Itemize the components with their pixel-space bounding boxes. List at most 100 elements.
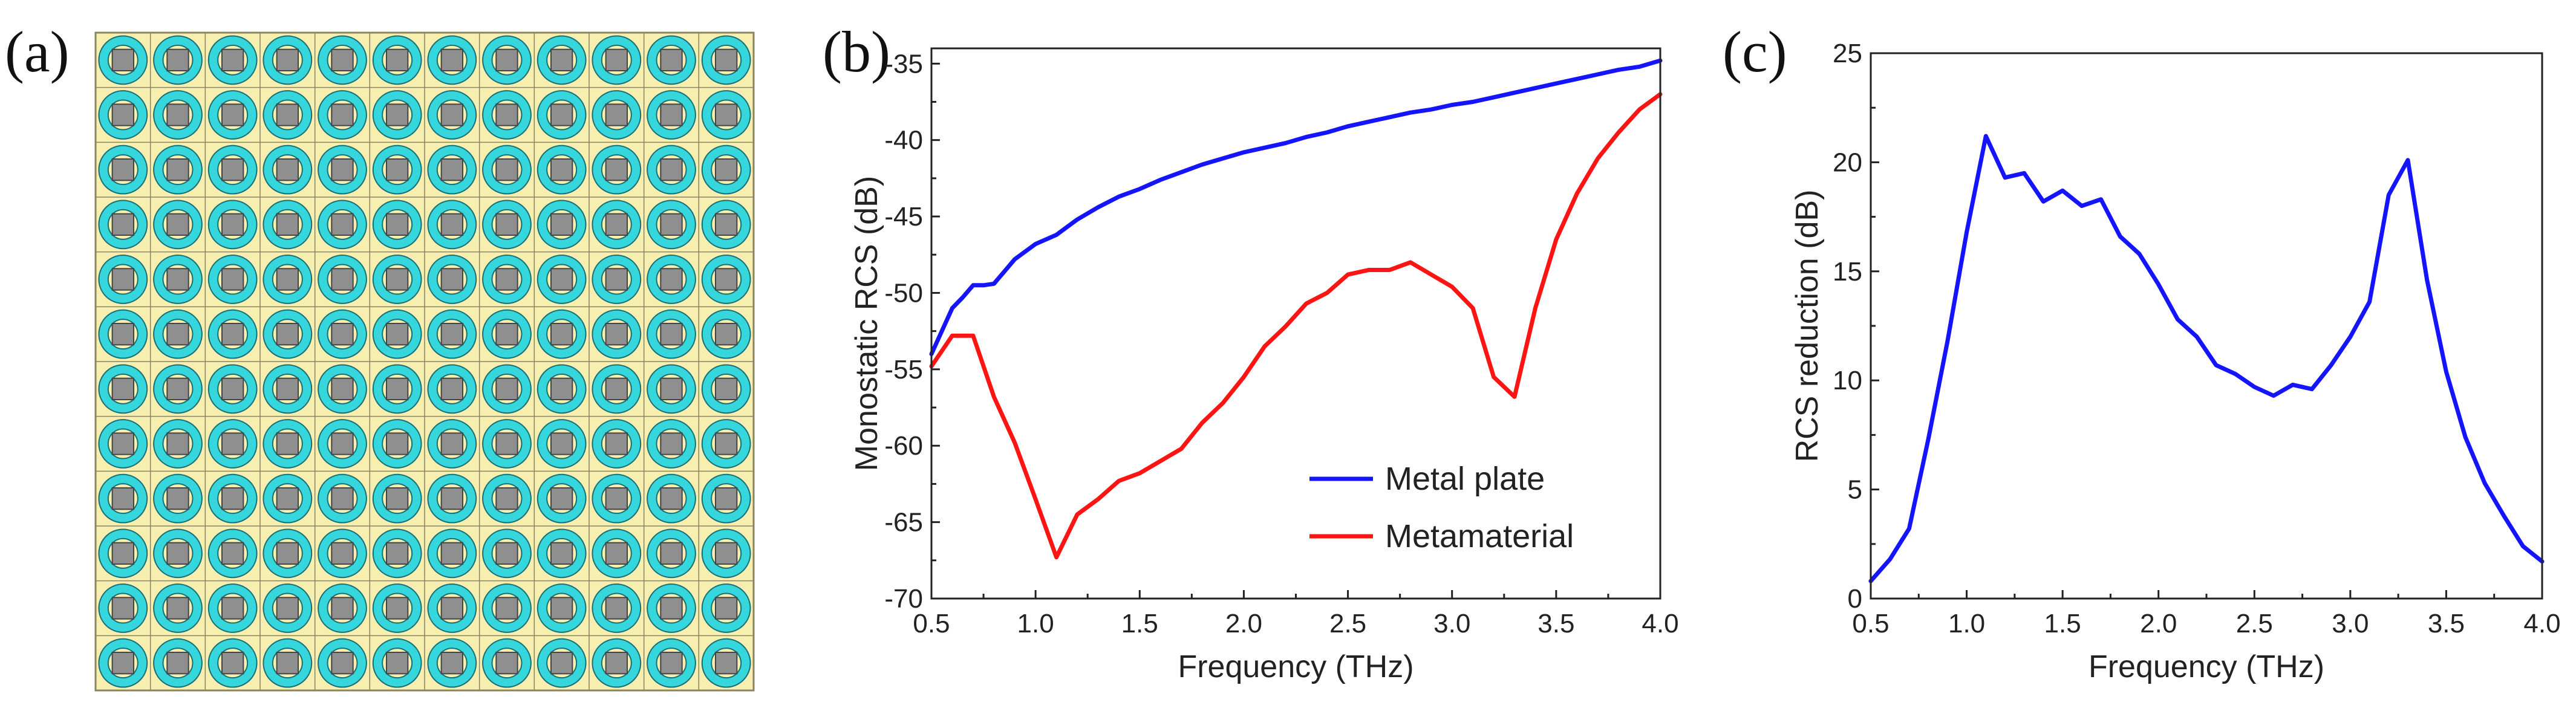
unit-cell (318, 528, 367, 579)
unit-cell-square (605, 268, 628, 291)
unit-cell-square (550, 432, 573, 455)
unit-cell-square (331, 213, 354, 236)
unit-cell (647, 364, 696, 414)
unit-cell (647, 419, 696, 469)
x-tick-label: 3.5 (1537, 609, 1574, 638)
unit-cell-square (440, 103, 464, 126)
x-tick-label: 3.0 (1433, 609, 1470, 638)
unit-cell (701, 473, 751, 524)
unit-cell-square (111, 103, 135, 126)
unit-cell (262, 583, 313, 633)
unit-cell (701, 309, 751, 359)
unit-cell-square (660, 542, 683, 565)
unit-cell-square (385, 268, 409, 291)
unit-cell (207, 638, 258, 688)
unit-cell-square (440, 597, 464, 620)
unit-cell-square (166, 158, 189, 181)
unit-cell-square (221, 487, 244, 510)
unit-cell-square (605, 542, 628, 565)
unit-cell (98, 638, 148, 688)
unit-cell-square (331, 158, 354, 181)
unit-cell (647, 638, 696, 688)
unit-cell (592, 419, 642, 469)
unit-cell (647, 528, 696, 579)
unit-cell (153, 419, 203, 469)
unit-cell (98, 35, 148, 85)
unit-cell (318, 583, 367, 633)
unit-cell-square (495, 213, 518, 236)
unit-cell-square (331, 597, 354, 620)
unit-cell-square (111, 487, 135, 510)
unit-cell-square (660, 268, 683, 291)
unit-cell-square (605, 487, 628, 510)
metasurface-array (94, 31, 755, 692)
unit-cell-square (166, 377, 189, 401)
x-tick-label: 2.0 (2140, 609, 2177, 638)
unit-cell-square (111, 432, 135, 455)
unit-cell (482, 473, 532, 524)
unit-cell (318, 309, 367, 359)
unit-cell (536, 528, 587, 579)
unit-cell (98, 200, 148, 250)
unit-cell (153, 364, 203, 414)
unit-cell-square (660, 487, 683, 510)
x-axis-title: Frequency (THz) (2089, 649, 2324, 684)
unit-cell (647, 473, 696, 524)
unit-cell (482, 255, 532, 304)
unit-cell (207, 309, 258, 359)
panel-b-label: (b) (823, 19, 890, 84)
unit-cell (262, 528, 313, 579)
unit-cell-square (660, 322, 683, 346)
unit-cell (647, 90, 696, 140)
unit-cell (372, 255, 422, 304)
unit-cell-square (440, 432, 464, 455)
unit-cell-square (605, 48, 628, 72)
unit-cell-square (276, 322, 299, 346)
unit-cell-square (714, 48, 738, 72)
unit-cell-square (166, 103, 189, 126)
x-tick-label: 1.0 (1948, 609, 1985, 638)
unit-cell (207, 90, 258, 140)
unit-cell (701, 200, 751, 250)
unit-cell-square (605, 377, 628, 401)
unit-cell-square (605, 213, 628, 236)
unit-cell-square (221, 597, 244, 620)
unit-cell (482, 528, 532, 579)
unit-cell-square (331, 377, 354, 401)
unit-cell (427, 35, 477, 85)
unit-cell-square (111, 651, 135, 675)
unit-cell-square (385, 597, 409, 620)
unit-cell-square (550, 597, 573, 620)
unit-cell (207, 200, 258, 250)
unit-cell-square (550, 268, 573, 291)
unit-cell-square (714, 651, 738, 675)
unit-cell-square (331, 432, 354, 455)
unit-cell-square (660, 597, 683, 620)
unit-cell-square (440, 651, 464, 675)
unit-cell-square (495, 322, 518, 346)
unit-cell-square (166, 268, 189, 291)
unit-cell (647, 583, 696, 633)
unit-cell (372, 90, 422, 140)
unit-cell-square (276, 542, 299, 565)
unit-cell-square (714, 268, 738, 291)
unit-cell-square (605, 432, 628, 455)
unit-cell (482, 90, 532, 140)
unit-cell-square (550, 542, 573, 565)
panel-a-label: (a) (5, 19, 70, 84)
unit-cell-square (166, 432, 189, 455)
unit-cell-square (440, 213, 464, 236)
unit-cell-square (221, 432, 244, 455)
unit-cell-square (385, 322, 409, 346)
unit-cell-square (495, 48, 518, 72)
series-line-metamaterial (929, 92, 1663, 560)
unit-cell (592, 528, 642, 579)
unit-cell-square (166, 651, 189, 675)
unit-cell-square (276, 268, 299, 291)
x-tick-label: 3.5 (2428, 609, 2465, 638)
unit-cell (592, 144, 642, 195)
y-tick-label: 20 (1833, 148, 1862, 177)
unit-cell (701, 638, 751, 688)
unit-cell (482, 364, 532, 414)
